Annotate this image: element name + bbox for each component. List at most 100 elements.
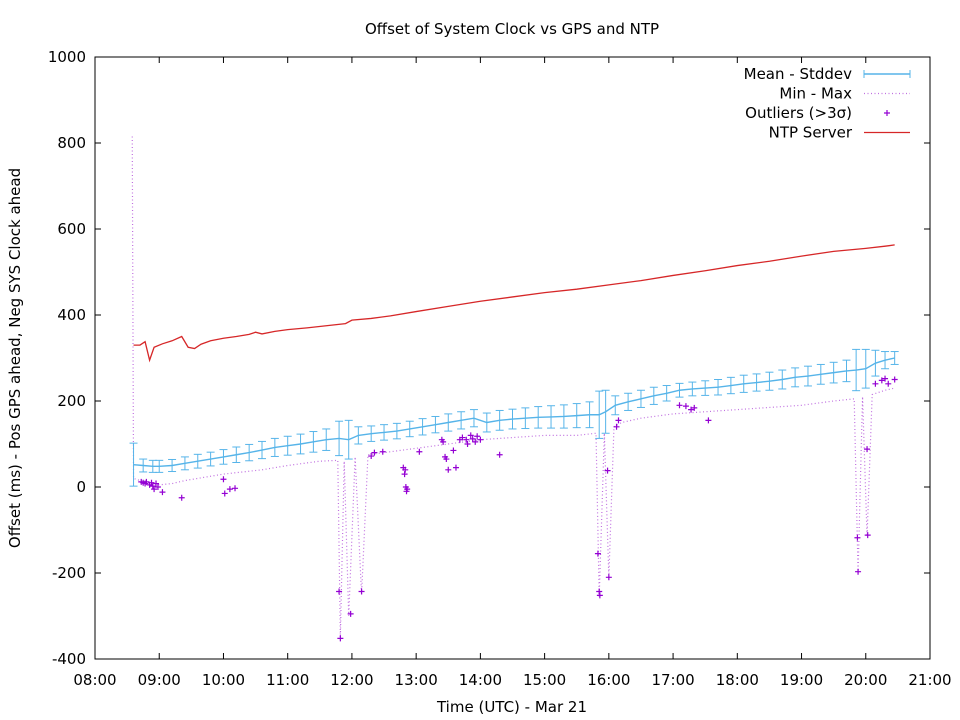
outlier-point: [151, 486, 158, 493]
outlier-point: [855, 568, 862, 575]
series-mean-stddev: [129, 348, 899, 487]
plot-frame: [94, 56, 931, 660]
outlier-point: [450, 447, 457, 454]
outlier-point: [443, 456, 450, 463]
outlier-point: [604, 467, 611, 474]
legend-label: NTP Server: [769, 124, 853, 142]
outlier-point: [688, 406, 695, 413]
outlier-point: [232, 485, 239, 492]
outlier-point: [226, 486, 233, 493]
x-tick-label: 10:00: [202, 671, 245, 689]
outlier-point: [416, 448, 423, 455]
outlier-point: [464, 441, 471, 447]
x-axis-label: Time (UTC) - Mar 21: [436, 698, 587, 716]
outlier-point: [596, 592, 603, 599]
outlier-point: [452, 464, 459, 471]
outlier-point: [379, 448, 386, 455]
outlier-point: [371, 449, 378, 456]
legend-label: Min - Max: [779, 85, 852, 103]
y-axis-label: Offset (ms) - Pos GPS ahead, Neg SYS Clo…: [6, 168, 24, 548]
outlier-point: [467, 432, 474, 439]
x-tick-label: 11:00: [266, 671, 309, 689]
y-tick-label: 400: [57, 306, 86, 324]
plot-border: [94, 56, 931, 660]
outlier-point: [368, 453, 375, 460]
y-tick-label: 1000: [48, 48, 86, 66]
outlier-point: [705, 417, 712, 424]
outlier-point: [472, 438, 479, 445]
x-tick-label: 16:00: [587, 671, 630, 689]
outlier-point: [682, 403, 689, 410]
x-tick-label: 12:00: [330, 671, 373, 689]
outlier-point: [440, 438, 447, 445]
x-tick-label: 19:00: [780, 671, 823, 689]
y-tick-label: 200: [57, 392, 86, 410]
ntp-line: [133, 244, 895, 363]
outlier-point: [463, 436, 470, 443]
outlier-point: [594, 550, 601, 557]
outlier-point: [154, 484, 161, 490]
outlier-point: [221, 490, 228, 497]
x-tick-label: 14:00: [459, 671, 502, 689]
y-tick-label: 800: [57, 134, 86, 152]
outlier-point: [143, 478, 150, 485]
outlier-point: [864, 532, 871, 539]
y-tick-label: -200: [52, 564, 86, 582]
outlier-point: [691, 404, 698, 411]
outlier-point: [336, 588, 343, 595]
outlier-point: [854, 534, 861, 541]
outlier-point: [469, 435, 476, 442]
chart-title: Offset of System Clock vs GPS and NTP: [365, 20, 659, 38]
y-tick-label: -400: [52, 650, 86, 668]
y-axis-ticks: 1000 800 600 400 200 0 -200 -400: [48, 48, 930, 668]
outlier-point: [615, 417, 622, 424]
outlier-point: [401, 471, 408, 478]
outlier-point: [149, 483, 156, 490]
outlier-point: [148, 479, 155, 486]
y-tick-label: 0: [76, 478, 86, 496]
y-tick-label: 600: [57, 220, 86, 238]
outlier-point: [358, 588, 365, 595]
x-tick-label: 20:00: [844, 671, 887, 689]
outlier-point: [864, 446, 871, 453]
legend-label: Outliers (>3σ): [745, 104, 852, 122]
outlier-point: [872, 380, 879, 387]
outlier-point: [159, 489, 166, 496]
outlier-point: [891, 376, 898, 383]
outlier-point: [445, 466, 452, 473]
outlier-point: [347, 610, 354, 617]
x-axis-ticks: 08:00 09:00 10:00 11:00 12:00 13:00 14:00 15:00…: [73, 57, 952, 689]
x-tick-label: 21:00: [908, 671, 951, 689]
outlier-point: [878, 377, 885, 384]
outlier-point: [477, 436, 484, 443]
x-tick-label: 13:00: [395, 671, 438, 689]
outlier-point: [220, 476, 227, 483]
outlier-point: [596, 588, 603, 595]
legend-label: Mean - Stddev: [744, 65, 852, 83]
outlier-point: [882, 375, 889, 382]
series-outliers: [138, 375, 898, 642]
outlier-point: [885, 380, 892, 387]
outlier-point: [404, 486, 411, 493]
x-tick-label: 08:00: [73, 671, 116, 689]
x-tick-label: 18:00: [716, 671, 759, 689]
legend-swatch: [884, 110, 890, 116]
series-ntp-server: [133, 244, 895, 363]
outlier-point: [676, 402, 683, 409]
outlier-point: [153, 480, 160, 487]
mean-line: [133, 357, 895, 468]
x-tick-label: 17:00: [651, 671, 694, 689]
outlier-point: [459, 434, 466, 441]
outlier-point: [496, 451, 503, 458]
outlier-point: [402, 466, 409, 473]
x-tick-label: 15:00: [523, 671, 566, 689]
outlier-point: [613, 423, 620, 430]
outlier-point: [337, 635, 344, 642]
outlier-point: [605, 574, 612, 581]
outlier-point: [178, 494, 185, 501]
outlier-point: [474, 433, 481, 440]
x-tick-label: 09:00: [138, 671, 181, 689]
